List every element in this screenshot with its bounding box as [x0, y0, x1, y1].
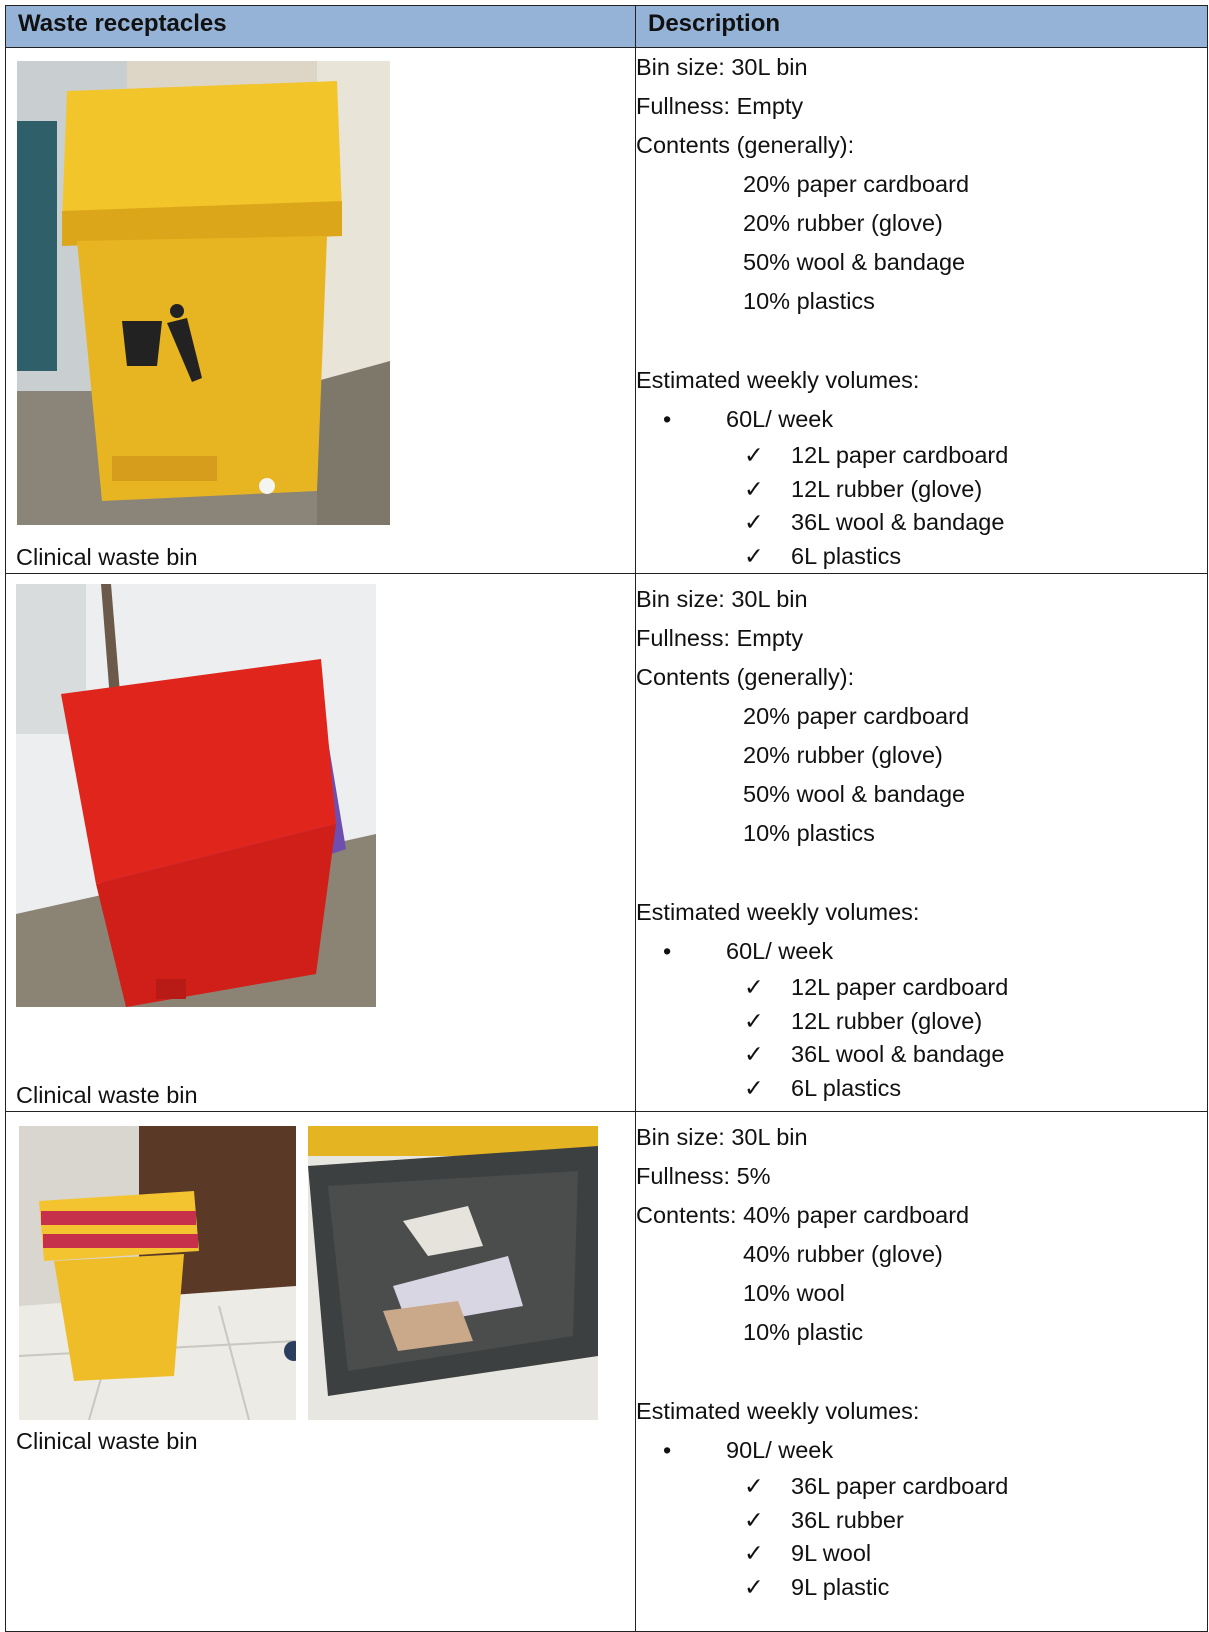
contents-label: Contents (generally):: [636, 132, 855, 158]
weekly-volume-bullet: • 60L/ week: [636, 400, 1207, 439]
contents-item: 20% paper cardboard: [743, 171, 970, 197]
check-icon: ✓: [744, 1573, 764, 1600]
description-cell: Bin size: 30L bin Fullness: 5% Contents:…: [635, 1111, 1208, 1632]
weekly-volume-bullet: • 60L/ week: [636, 932, 1207, 971]
description-cell: Bin size: 30L bin Fullness: Empty Conten…: [635, 47, 1208, 574]
volume-check-item: ✓ 12L paper cardboard: [636, 971, 1207, 1005]
receptacle-caption: Clinical waste bin: [16, 1428, 198, 1454]
contents-item: 10% plastics: [743, 288, 875, 314]
fullness-text: Fullness: Empty: [636, 625, 804, 651]
table-row: Clinical waste bin Bin size: 30L bin Ful…: [5, 1111, 1208, 1632]
check-icon: ✓: [744, 442, 764, 468]
check-icon: ✓: [744, 1540, 764, 1566]
check-icon: ✓: [744, 509, 764, 535]
weekly-volume-text: 60L/ week: [726, 938, 834, 964]
receptacle-caption: Clinical waste bin: [16, 544, 198, 570]
contents-item: 20% rubber (glove): [743, 210, 943, 236]
volume-check-item: ✓ 9L wool: [636, 1537, 1207, 1571]
estimated-label: Estimated weekly volumes:: [636, 1398, 920, 1424]
volume-check-item: ✓ 6L plastics: [636, 540, 1207, 574]
contents-label: Contents (generally):: [636, 664, 855, 690]
check-icon: ✓: [744, 475, 764, 502]
description-cell: Bin size: 30L bin Fullness: Empty Conten…: [635, 573, 1208, 1112]
header-waste-receptacles: Waste receptacles: [5, 5, 636, 48]
weekly-volume-text: 60L/ week: [726, 406, 834, 432]
volume-check-item: ✓ 36L wool & bandage: [636, 1038, 1207, 1072]
header-description: Description: [635, 5, 1208, 48]
red-bin-photo: [16, 584, 376, 1007]
fullness-text: Fullness: Empty: [636, 93, 804, 119]
contents-item: 40% rubber (glove): [743, 1241, 943, 1267]
bin-size-text: Bin size: 30L bin: [636, 1124, 808, 1150]
small-yellow-bin-photo: [19, 1126, 296, 1420]
volume-check-item: ✓ 36L wool & bandage: [636, 506, 1207, 540]
weekly-volume-text: 90L/ week: [726, 1437, 834, 1463]
yellow-bin-photo: [17, 61, 390, 525]
check-icon: ✓: [744, 1007, 764, 1034]
check-icon: ✓: [744, 1074, 764, 1101]
estimated-label: Estimated weekly volumes:: [636, 367, 920, 393]
receptacle-cell: Clinical waste bin: [5, 1111, 636, 1632]
bin-size-text: Bin size: 30L bin: [636, 586, 808, 612]
check-icon: ✓: [744, 1473, 764, 1499]
bullet-icon: •: [663, 938, 672, 964]
header-row: Waste receptacles Description: [5, 5, 1208, 48]
bullet-icon: •: [663, 1437, 672, 1463]
contents-item: 10% plastic: [743, 1319, 864, 1345]
contents-item: 50% wool & bandage: [743, 781, 966, 807]
table-row: Clinical waste bin Bin size: 30L bin Ful…: [5, 573, 1208, 1112]
contents-item: 20% rubber (glove): [743, 742, 943, 768]
estimated-label: Estimated weekly volumes:: [636, 899, 920, 925]
receptacle-cell: Clinical waste bin: [5, 573, 636, 1112]
volume-check-item: ✓ 6L plastics: [636, 1072, 1207, 1106]
volume-check-item: ✓ 36L paper cardboard: [636, 1470, 1207, 1504]
weekly-volume-bullet: • 90L/ week: [636, 1431, 1207, 1470]
receptacle-cell: Clinical waste bin: [5, 47, 636, 574]
fullness-text: Fullness: 5%: [636, 1163, 771, 1189]
waste-table: Waste receptacles Description: [5, 5, 1208, 1632]
volume-check-item: ✓ 12L rubber (glove): [636, 1005, 1207, 1039]
contents-item: 50% wool & bandage: [743, 249, 966, 275]
bullet-icon: •: [663, 406, 672, 432]
receptacle-caption: Clinical waste bin: [16, 1082, 198, 1108]
check-icon: ✓: [744, 1506, 764, 1533]
bin-size-text: Bin size: 30L bin: [636, 54, 808, 80]
contents-item: 20% paper cardboard: [743, 703, 970, 729]
check-icon: ✓: [744, 974, 764, 1000]
bin-contents-photo: [308, 1126, 598, 1420]
contents-item: 10% wool: [743, 1280, 845, 1306]
volume-check-item: ✓ 9L plastic: [636, 1571, 1207, 1605]
contents-item: 10% plastics: [743, 820, 875, 846]
check-icon: ✓: [744, 1041, 764, 1067]
volume-check-item: ✓ 36L rubber: [636, 1504, 1207, 1538]
volume-check-item: ✓ 12L rubber (glove): [636, 473, 1207, 507]
volume-check-item: ✓ 12L paper cardboard: [636, 439, 1207, 473]
table-row: Clinical waste bin Bin size: 30L bin Ful…: [5, 47, 1208, 574]
check-icon: ✓: [744, 542, 764, 569]
contents-label: Contents: 40% paper cardboard: [636, 1202, 970, 1228]
